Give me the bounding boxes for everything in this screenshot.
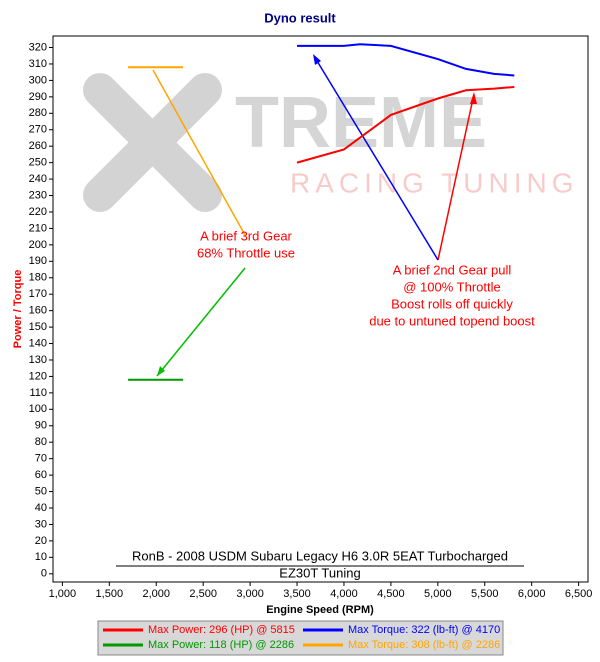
y-tick-label: 100 [29,403,47,415]
y-tick-label: 220 [29,206,47,218]
x-tick-label: 4,000 [330,588,358,600]
series-line [297,43,515,77]
y-tick-label: 300 [29,74,47,86]
y-tick-label: 240 [29,173,47,185]
y-tick-label: 200 [29,239,47,251]
x-tick-label: 6,500 [565,588,593,600]
y-axis-label: Power / Torque [12,270,24,349]
legend [97,620,504,656]
y-tick-label: 270 [29,124,47,136]
y-tick-label: 260 [29,140,47,152]
y-tick-label: 120 [29,370,47,382]
y-tick-label: 190 [29,255,47,267]
x-tick-label: 6,000 [518,588,546,600]
y-tick-label: 320 [29,41,47,53]
watermark-logo [83,73,222,212]
y-tick-label: 310 [29,58,47,70]
legend-label: Max Torque: 308 (lb-ft) @ 2286 [348,639,500,651]
chart-title: Dyno result [264,10,336,25]
y-tick-label: 170 [29,288,47,300]
y-tick-label: 60 [35,469,47,481]
x-axis-label: Engine Speed (RPM) [266,604,374,616]
x-tick-label: 5,500 [471,588,499,600]
x-tick-label: 2,000 [142,588,170,600]
annotation: 68% Throttle use [197,245,295,260]
annotation: due to untuned topend boost [369,313,535,328]
annotation: A brief 3rd Gear [200,228,292,243]
legend-label: Max Power: 296 (HP) @ 5815 [148,624,295,636]
y-tick-label: 80 [35,436,47,448]
y-tick-label: 10 [35,551,47,563]
y-tick-label: 210 [29,222,47,234]
y-tick-label: 280 [29,107,47,119]
y-tick-label: 290 [29,91,47,103]
x-tick-label: 4,500 [377,588,405,600]
y-tick-label: 160 [29,305,47,317]
series-line [296,85,515,164]
y-tick-label: 110 [29,387,47,399]
y-tick-label: 40 [35,502,47,514]
watermark: RACING TUNING [290,167,579,198]
y-tick-label: 70 [35,453,47,465]
y-tick-label: 250 [29,157,47,169]
annotation: Boost rolls off quickly [391,296,513,311]
legend-label: Max Torque: 322 (lb-ft) @ 4170 [348,624,500,636]
x-tick-label: 1,500 [96,588,124,600]
x-tick-label: 1,000 [49,588,77,600]
x-tick-label: 2,500 [189,588,217,600]
y-tick-label: 20 [35,535,47,547]
x-tick-label: 3,000 [236,588,264,600]
subtitle: RonB - 2008 USDM Subaru Legacy H6 3.0R 5… [132,548,508,563]
annotation: A brief 2nd Gear pull [393,262,512,277]
legend-label: Max Power: 118 (HP) @ 2286 [148,639,294,651]
y-tick-label: 150 [29,321,47,333]
y-tick-label: 90 [35,420,47,432]
y-tick-label: 140 [29,337,47,349]
subtitle: EZ30T Tuning [279,565,360,580]
y-tick-label: 50 [35,485,47,497]
y-tick-label: 0 [41,568,47,580]
y-tick-label: 180 [29,272,47,284]
annotation: @ 100% Throttle [403,279,501,294]
annotation-arrows [152,54,477,377]
y-tick-label: 230 [29,189,47,201]
y-tick-label: 30 [35,518,47,530]
x-tick-label: 3,500 [283,588,311,600]
x-tick-label: 5,000 [424,588,452,600]
plot-area [52,35,589,583]
y-tick-label: 130 [29,354,47,366]
